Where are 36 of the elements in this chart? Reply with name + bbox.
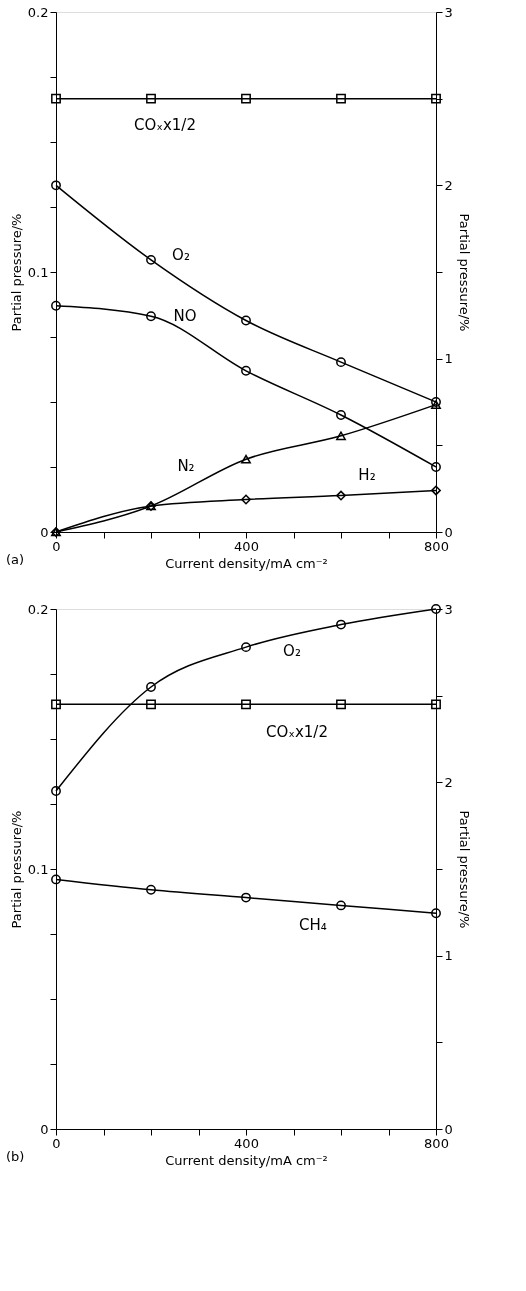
series-label: O₂ [283, 642, 301, 661]
y2-tick-label: 2 [444, 177, 453, 193]
y2-axis-title: Partial pressure/% [456, 810, 472, 929]
x-tick-label: 0 [52, 1135, 61, 1151]
series-label: O₂ [172, 245, 190, 264]
y-tick-label: 0.2 [27, 4, 49, 20]
series-label: CH₄ [299, 916, 327, 935]
y2-tick-label: 0 [444, 1121, 453, 1137]
series-label: COₓx1/2 [266, 723, 328, 742]
text: (b) [6, 1149, 25, 1164]
y2-tick-label: 3 [444, 4, 453, 20]
y2-tick-label: 0 [444, 524, 453, 540]
y2-tick-label: 1 [444, 351, 453, 367]
x-tick-label: 400 [234, 1135, 259, 1151]
series-label: COₓx1/2 [134, 115, 196, 134]
y-axis-title: Partial pressure/% [8, 810, 24, 929]
x-tick-label: 0 [52, 538, 61, 554]
series-label: NO [173, 307, 197, 326]
x-tick-label: 800 [424, 538, 449, 554]
y-tick-label: 0 [40, 524, 49, 540]
y2-tick-label: 1 [444, 948, 453, 964]
y-tick-label: 0.1 [27, 264, 49, 280]
x-axis-title: Current density/mA cm⁻² [165, 1152, 328, 1168]
y-tick-label: 0.2 [27, 601, 49, 617]
series-label: H₂ [358, 465, 376, 484]
text: (a) [6, 552, 25, 567]
x-tick-label: 400 [234, 538, 259, 554]
y2-tick-label: 3 [444, 601, 453, 617]
y-tick-label: 0.1 [27, 861, 49, 877]
x-axis-title: Current density/mA cm⁻² [165, 555, 328, 571]
y2-tick-label: 2 [444, 774, 453, 790]
x-tick-label: 800 [424, 1135, 449, 1151]
series-label: N₂ [177, 457, 195, 476]
y2-axis-title: Partial pressure/% [456, 213, 472, 332]
y-axis-title: Partial pressure/% [8, 213, 24, 332]
y-tick-label: 0 [40, 1121, 49, 1137]
